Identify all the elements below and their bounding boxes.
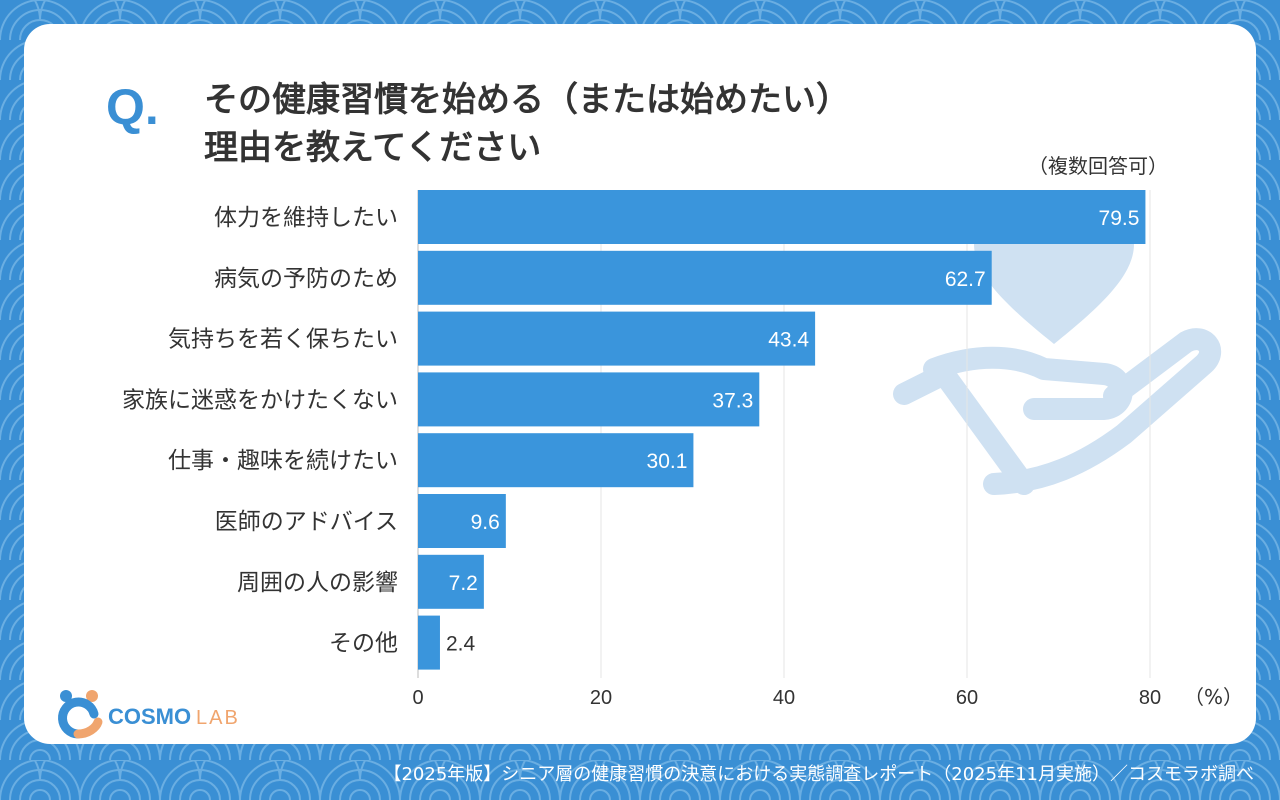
- question-mark: Q.: [106, 79, 159, 135]
- category-label: 仕事・趣味を続けたい: [168, 448, 398, 474]
- data-label: 37.3: [712, 389, 753, 412]
- svg-text:COSMO: COSMO: [108, 704, 191, 729]
- title-line-1: その健康習慣を始める（または始めたい）: [204, 80, 850, 120]
- bar: [418, 554, 484, 609]
- category-label: 気持ちを若く保ちたい: [168, 327, 398, 353]
- bar: [418, 311, 816, 366]
- data-label: 2.4: [446, 633, 476, 656]
- bar: [418, 433, 694, 488]
- page-title: その健康習慣を始める（または始めたい） 理由を教えてください: [204, 76, 850, 172]
- x-tick-label: 80: [1139, 687, 1161, 709]
- x-tick-label: 60: [956, 687, 978, 709]
- x-tick-label: 40: [773, 687, 795, 709]
- x-tick-label: 20: [590, 687, 612, 709]
- svg-text:LAB: LAB: [196, 707, 240, 729]
- data-label: 30.1: [647, 450, 688, 473]
- bar: [418, 372, 760, 427]
- cosmo-lab-logo: COSMO LAB: [58, 690, 240, 739]
- category-label: 家族に迷惑をかけたくない: [122, 387, 398, 413]
- title-line-2: 理由を教えてください: [204, 128, 542, 168]
- bar: [418, 615, 440, 670]
- data-label: 43.4: [768, 329, 809, 352]
- multiple-answer-note: （複数回答可）: [1028, 154, 1168, 178]
- source-footer: 【2025年版】シニア層の健康習慣の決意における実態調査レポート（2025年11…: [383, 764, 1254, 785]
- category-label: 体力を維持したい: [214, 205, 398, 231]
- category-label: 医師のアドバイス: [215, 509, 398, 535]
- x-unit-label: （%）: [1184, 685, 1243, 709]
- hand-icon: [893, 328, 1221, 495]
- data-label: 62.7: [945, 268, 986, 291]
- bar: [418, 494, 506, 548]
- data-label: 79.5: [1099, 207, 1140, 230]
- data-label: 7.2: [449, 572, 478, 595]
- category-label: 周囲の人の影響: [237, 570, 398, 596]
- x-tick-label: 0: [412, 687, 423, 709]
- bar-chart: 体力を維持したい 79.5 病気の予防のため 62.7 気持ちを若く保ちたい 43.4 家族…: [122, 190, 1243, 709]
- category-label: 病気の予防のため: [214, 266, 398, 292]
- chart-card: Q. その健康習慣を始める（または始めたい） 理由を教えてください （複数回答可…: [24, 24, 1256, 744]
- data-label: 9.6: [471, 511, 500, 534]
- category-label: その他: [329, 631, 398, 657]
- bar: [418, 190, 1146, 244]
- bar: [418, 250, 992, 305]
